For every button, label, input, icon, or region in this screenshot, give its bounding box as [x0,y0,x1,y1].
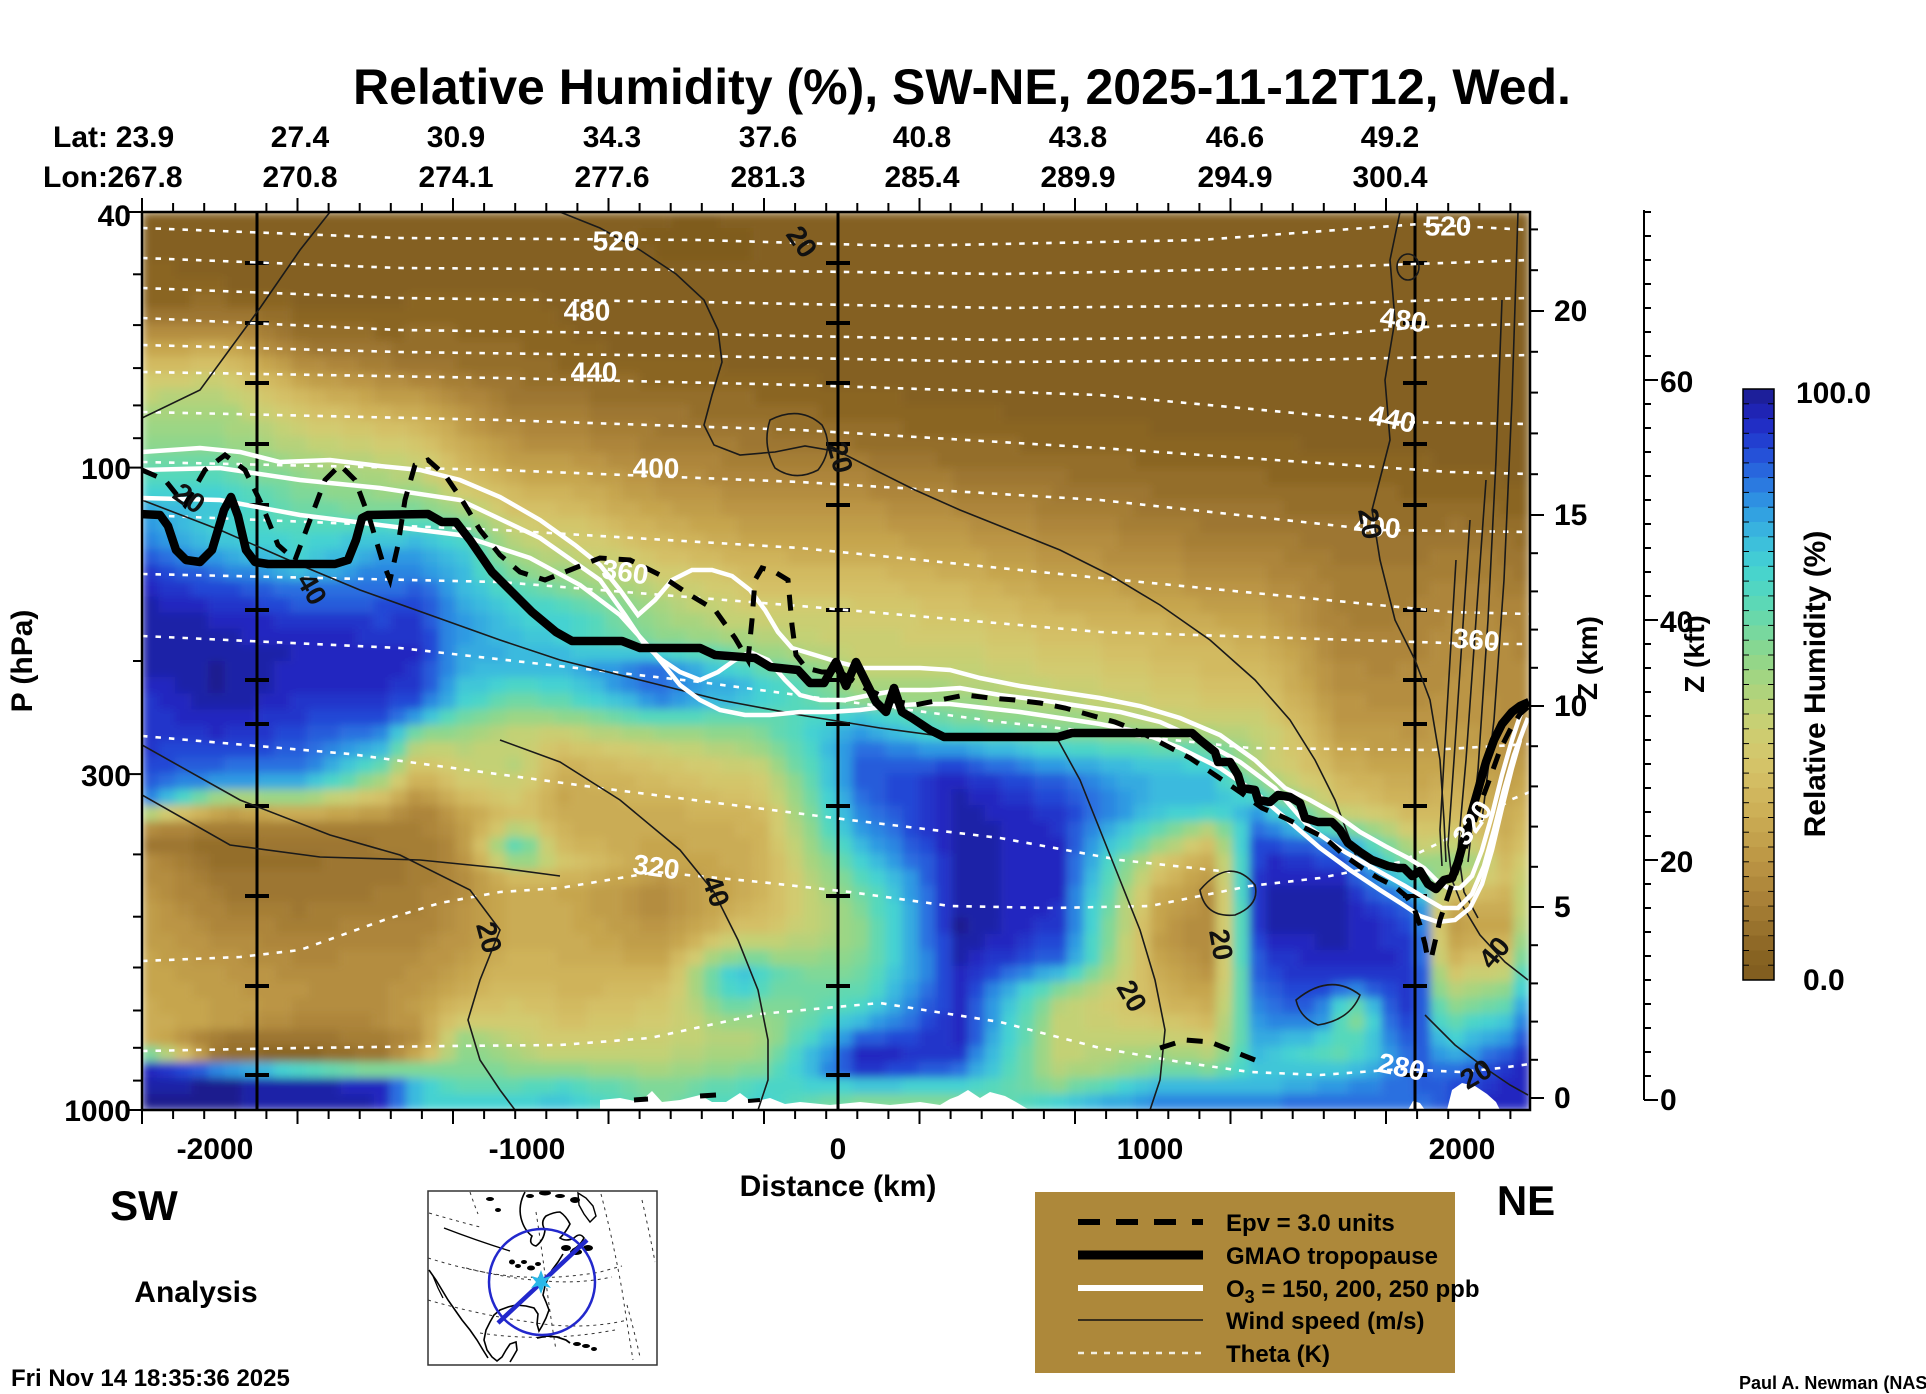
svg-text:GMAO tropopause: GMAO tropopause [1226,1243,1438,1270]
svg-text:Lat:: Lat: [53,121,108,154]
svg-text:10: 10 [1554,690,1587,723]
svg-text:1000: 1000 [1117,1133,1184,1166]
svg-text:274.1: 274.1 [418,161,493,194]
svg-text:320: 320 [631,848,682,885]
svg-text:40: 40 [1660,606,1693,639]
svg-text:281.3: 281.3 [730,161,805,194]
svg-text:60: 60 [1660,366,1693,399]
svg-text:49.2: 49.2 [1361,121,1419,154]
svg-text:285.4: 285.4 [884,161,959,194]
svg-text:20: 20 [1352,506,1388,542]
svg-text:NE: NE [1497,1177,1555,1224]
svg-text:46.6: 46.6 [1206,121,1264,154]
svg-text:Paul A. Newman (NASA: Paul A. Newman (NASA [1739,1373,1926,1393]
svg-text:Z (kft): Z (kft) [1679,615,1710,693]
svg-text:15: 15 [1554,499,1587,532]
svg-text:360: 360 [600,553,651,590]
svg-text:267.8: 267.8 [107,161,182,194]
svg-text:100: 100 [81,453,131,486]
svg-text:43.8: 43.8 [1049,121,1107,154]
svg-text:Lon:: Lon: [43,161,108,194]
svg-text:20: 20 [1660,846,1693,879]
svg-text:Analysis: Analysis [134,1276,257,1309]
svg-text:P (hPa): P (hPa) [6,610,39,713]
svg-text:0.0: 0.0 [1803,964,1845,997]
svg-text:400: 400 [633,452,680,483]
svg-text:Distance (km): Distance (km) [740,1170,937,1203]
svg-text:O3 = 150, 200, 250 ppb: O3 = 150, 200, 250 ppb [1226,1276,1480,1307]
svg-text:289.9: 289.9 [1040,161,1115,194]
svg-text:Z (km): Z (km) [1572,616,1603,700]
svg-text:Relative Humidity (%): Relative Humidity (%) [1799,531,1832,838]
svg-text:40: 40 [98,200,131,233]
svg-text:20: 20 [1203,927,1239,963]
svg-text:0: 0 [1660,1084,1677,1117]
svg-text:294.9: 294.9 [1197,161,1272,194]
svg-text:-2000: -2000 [177,1133,254,1166]
svg-text:2000: 2000 [1429,1133,1496,1166]
svg-text:40.8: 40.8 [893,121,951,154]
svg-text:400: 400 [1353,509,1402,544]
svg-text:270.8: 270.8 [262,161,337,194]
svg-text:0: 0 [1554,1082,1571,1115]
svg-text:100.0: 100.0 [1796,377,1871,410]
svg-text:0: 0 [830,1133,847,1166]
svg-text:5: 5 [1554,891,1571,924]
svg-text:SW: SW [110,1182,178,1229]
svg-text:30.9: 30.9 [427,121,485,154]
svg-text:Epv = 3.0 units: Epv = 3.0 units [1226,1210,1395,1237]
svg-text:480: 480 [564,295,611,326]
svg-text:277.6: 277.6 [574,161,649,194]
svg-text:1000: 1000 [64,1095,131,1128]
svg-text:360: 360 [1452,622,1501,657]
svg-text:Fri Nov 14 18:35:36 2025: Fri Nov 14 18:35:36 2025 [11,1365,290,1392]
svg-text:20: 20 [1554,295,1587,328]
svg-text:-1000: -1000 [489,1133,566,1166]
svg-text:Theta (K): Theta (K) [1226,1341,1330,1368]
svg-text:480: 480 [1378,301,1429,338]
svg-text:440: 440 [571,356,618,387]
svg-text:300.4: 300.4 [1352,161,1427,194]
svg-text:520: 520 [593,225,640,256]
svg-text:300: 300 [81,760,131,793]
svg-text:Wind speed (m/s): Wind speed (m/s) [1226,1308,1424,1335]
svg-text:27.4: 27.4 [271,121,330,154]
svg-text:37.6: 37.6 [739,121,797,154]
svg-text:Relative Humidity (%), SW-NE,: Relative Humidity (%), SW-NE, 2025-11-12… [353,59,1571,115]
svg-text:34.3: 34.3 [583,121,641,154]
svg-text:520: 520 [1425,210,1472,241]
svg-text:23.9: 23.9 [116,121,174,154]
